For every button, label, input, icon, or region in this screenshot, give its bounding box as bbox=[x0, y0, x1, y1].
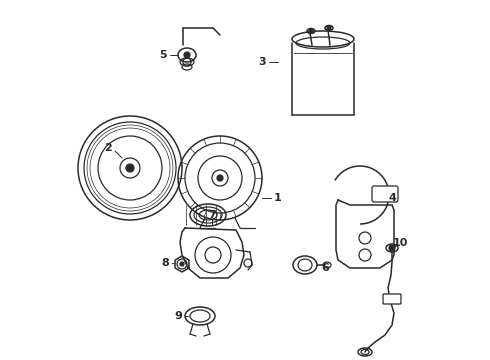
Text: 3: 3 bbox=[258, 57, 266, 67]
FancyBboxPatch shape bbox=[383, 294, 401, 304]
Circle shape bbox=[184, 52, 190, 58]
Circle shape bbox=[309, 29, 313, 33]
Text: 9: 9 bbox=[174, 311, 182, 321]
Circle shape bbox=[126, 164, 134, 172]
Text: 5: 5 bbox=[159, 50, 167, 60]
Circle shape bbox=[389, 245, 395, 251]
Text: 6: 6 bbox=[321, 263, 329, 273]
Circle shape bbox=[327, 26, 331, 30]
Text: 4: 4 bbox=[388, 193, 396, 203]
Circle shape bbox=[217, 175, 223, 181]
Text: 8: 8 bbox=[161, 258, 169, 268]
Text: 1: 1 bbox=[274, 193, 282, 203]
Text: 7: 7 bbox=[208, 210, 216, 220]
FancyBboxPatch shape bbox=[372, 186, 398, 202]
Circle shape bbox=[180, 262, 184, 266]
Text: 2: 2 bbox=[104, 143, 112, 153]
Text: 10: 10 bbox=[392, 238, 408, 248]
